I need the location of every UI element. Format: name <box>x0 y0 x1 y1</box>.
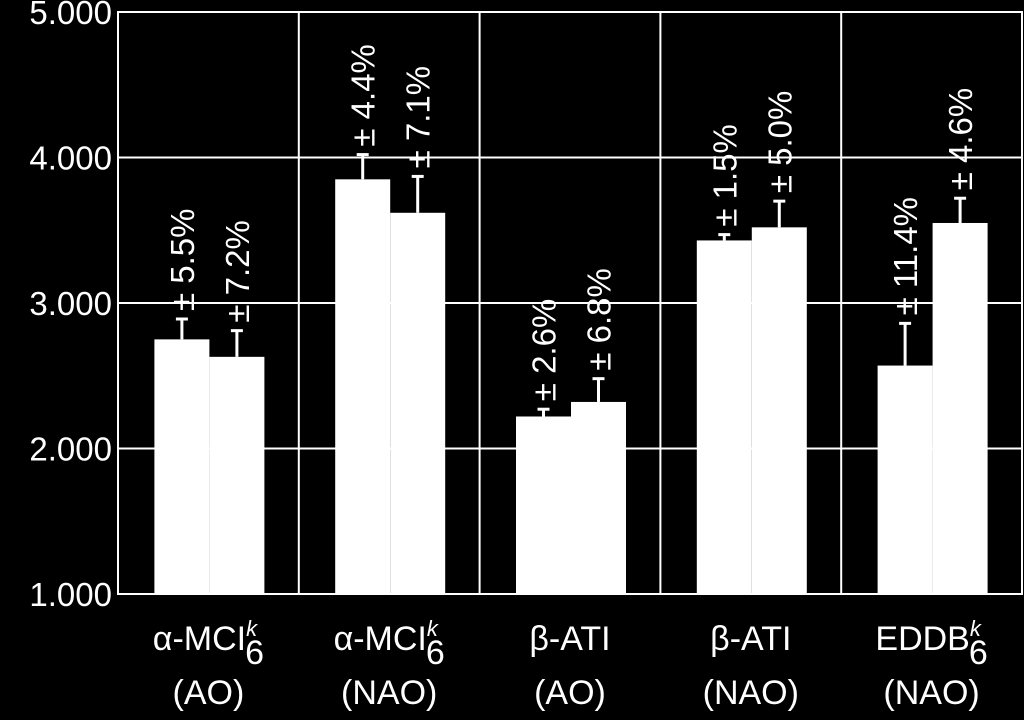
error-label: ± 5.0% <box>761 91 798 194</box>
y-axis: 1.000 2.000 3.000 4.000 5.000 <box>29 0 112 613</box>
bar <box>335 179 391 594</box>
x-category-label: EDDBk 6 <box>875 616 987 672</box>
bar <box>571 401 626 594</box>
x-group-label: (NAO) <box>703 674 799 712</box>
bar <box>209 356 265 594</box>
x-category-label: β-ATI <box>710 620 791 658</box>
y-tick-label: 3.000 <box>29 285 112 322</box>
x-axis: α-MCIk 6(AO)α-MCIk 6(NAO)β-ATI(AO)β-ATI(NA… <box>153 616 988 712</box>
error-bars <box>175 153 967 417</box>
bar <box>932 222 988 594</box>
x-group-label: (NAO) <box>341 674 437 712</box>
error-label: ± 4.6% <box>942 88 979 191</box>
error-label: ± 2.6% <box>526 299 563 402</box>
error-labels: ± 5.5% ± 7.2% ± 4.4% ± 7.1% ± 2.6% ± 6.8% ± 1.… <box>164 44 979 401</box>
error-label: ± 5.5% <box>164 209 201 312</box>
bar <box>877 365 933 594</box>
error-label: ± 7.2% <box>219 220 256 323</box>
x-category-label: α-MCIk 6 <box>334 616 445 672</box>
bar <box>696 240 752 594</box>
x-category-label: β-ATI <box>529 620 610 658</box>
error-label: ± 1.5% <box>706 124 743 227</box>
y-tick-label: 5.000 <box>29 0 112 31</box>
y-tick-label: 1.000 <box>29 576 112 613</box>
bar <box>516 416 571 594</box>
x-group-label: (NAO) <box>883 674 979 712</box>
error-label: ± 6.8% <box>581 268 618 371</box>
error-label: ± 4.4% <box>345 44 382 147</box>
y-tick-label: 4.000 <box>29 140 112 177</box>
error-label: ± 7.1% <box>400 66 437 169</box>
y-tick-label: 2.000 <box>29 431 112 468</box>
bar <box>154 339 210 594</box>
x-group-label: (AO) <box>173 674 245 712</box>
error-label: ± 11.4% <box>887 197 924 315</box>
x-category-label: α-MCIk 6 <box>153 616 264 672</box>
bars <box>154 179 988 595</box>
bar <box>751 227 807 594</box>
x-group-label: (AO) <box>534 674 606 712</box>
bar <box>390 212 446 595</box>
